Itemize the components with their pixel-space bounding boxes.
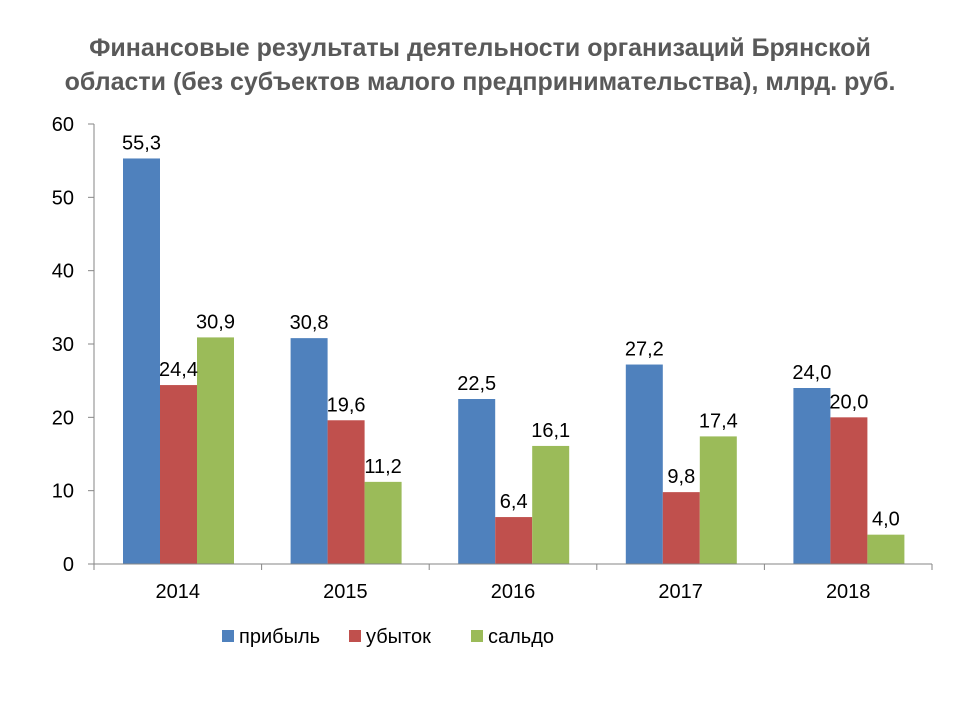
data-label-прибыль-2015: 30,8 [290,312,329,334]
y-tick-label-30: 30 [52,334,74,356]
legend-label-сальдо: сальдо [488,626,554,648]
legend-label-прибыль: прибыль [239,626,320,648]
data-label-сальдо-2015: 11,2 [364,456,401,478]
y-tick-label-60: 60 [52,114,74,136]
bar-прибыль-2018 [793,388,831,564]
bar-убыток-2018 [830,417,868,564]
data-label-прибыль-2014: 55,3 [122,132,161,154]
data-label-убыток-2016: 6,4 [500,491,528,513]
bars-layer [123,158,905,564]
legend: прибыль убыток сальдо [222,626,554,648]
x-tick-label-2014: 2014 [156,581,201,603]
data-label-сальдо-2014: 30,9 [196,311,235,333]
labels-layer: 55,3 24,4 30,9 2014 30,8 19,6 11,2 2015 22,5 6,4 1… [52,114,900,603]
x-tick-label-2015: 2015 [323,581,368,603]
x-tick-label-2018: 2018 [826,581,871,603]
bar-убыток-2016 [495,517,533,564]
data-label-убыток-2015: 19,6 [327,394,366,416]
bar-убыток-2014 [160,385,197,564]
legend-label-убыток: убыток [366,626,431,648]
bar-сальдо-2017 [699,436,737,564]
bar-убыток-2017 [662,492,700,564]
chart-title-line-2: области (без субъектов малого предприним… [64,68,896,96]
bar-прибыль-2015 [290,338,328,564]
bar-убыток-2015 [327,420,365,564]
chart-title-line-1: Финансовые результаты деятельности орган… [89,34,871,62]
chart-title: Финансовые результаты деятельности орган… [0,31,960,99]
bar-сальдо-2018 [867,534,905,564]
x-tick-label-2016: 2016 [491,581,536,603]
y-tick-label-10: 10 [52,481,74,503]
bar-прибыль-2014 [123,158,160,564]
bar-прибыль-2017 [625,364,663,564]
y-tick-label-50: 50 [52,187,74,209]
data-label-убыток-2018: 20,0 [829,391,868,413]
legend-swatch-сальдо [471,630,483,642]
data-label-сальдо-2018: 4,0 [872,509,900,531]
legend-swatch-убыток [349,630,361,642]
data-label-убыток-2017: 9,8 [667,466,695,488]
bar-сальдо-2016 [532,445,570,564]
data-label-убыток-2014: 24,4 [159,359,198,381]
data-label-прибыль-2016: 22,5 [457,373,496,395]
legend-swatch-прибыль [222,630,234,642]
y-tick-label-0: 0 [63,554,74,576]
bar-сальдо-2015 [364,481,402,564]
data-label-прибыль-2017: 27,2 [625,339,664,361]
axes-layer [88,123,933,570]
data-label-сальдо-2017: 17,4 [699,410,738,432]
bar-сальдо-2014 [197,337,234,564]
data-label-прибыль-2018: 24,0 [792,362,831,384]
data-label-сальдо-2016: 16,1 [531,420,570,442]
x-tick-label-2017: 2017 [658,581,703,603]
y-tick-label-20: 20 [52,407,74,429]
y-tick-label-40: 40 [52,261,74,283]
bar-прибыль-2016 [458,399,496,564]
